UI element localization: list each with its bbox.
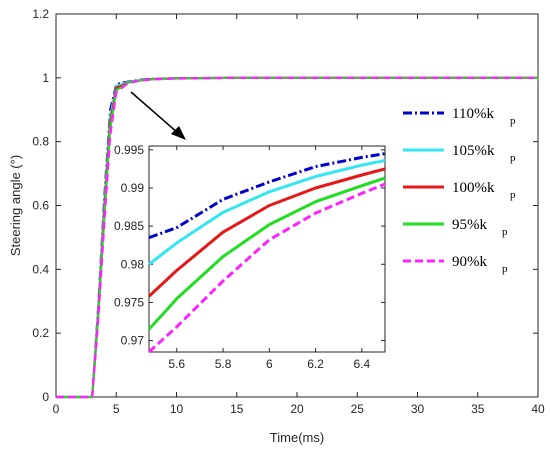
legend-label-100-k: 100%k [452, 180, 495, 196]
inset-series-line-110-k [148, 152, 386, 240]
x-tick-label: 40 [531, 402, 545, 416]
zoom-arrow-head [171, 126, 186, 140]
y-tick-label: 0.2 [32, 326, 49, 340]
legend-label-90-k: 90%k [452, 254, 487, 270]
inset-x-tick-label: 5.8 [215, 357, 232, 371]
inset-x-tick-label: 6.4 [354, 357, 371, 371]
legend-label-110-k: 110%k [452, 106, 494, 122]
legend-subscript-95-k: p [502, 226, 508, 238]
y-tick-label: 0.8 [32, 135, 49, 149]
inset-y-tick-label: 0.985 [114, 219, 144, 233]
x-tick-label: 5 [113, 402, 120, 416]
legend-subscript-110-k: p [510, 115, 516, 127]
inset-series-line-90-k [147, 182, 386, 354]
legend-subscript-105-k: p [510, 152, 516, 164]
x-tick-label: 10 [170, 402, 184, 416]
y-tick-label: 1.2 [32, 7, 49, 21]
legend-subscript-90-k: p [502, 263, 508, 275]
legend: 110%k p 105%k p 100%k p 95%k p 90%k p [403, 106, 516, 275]
inset-x-tick-label: 6.2 [307, 357, 324, 371]
inset-y-tick-label: 0.995 [114, 143, 144, 157]
inset-x-tick-label: 5.6 [168, 357, 185, 371]
inset-y-tick-label: 0.99 [121, 181, 145, 195]
inset-y-tick-label: 0.98 [121, 257, 145, 271]
y-tick-label: 1 [42, 71, 49, 85]
inset-series-line-95-k [147, 176, 386, 331]
legend-subscript-100-k: p [510, 189, 516, 201]
x-tick-label: 30 [411, 402, 425, 416]
x-tick-label: 35 [471, 402, 485, 416]
x-tick-label: 0 [53, 402, 60, 416]
inset-y-tick-label: 0.97 [121, 334, 145, 348]
y-tick-label: 0 [42, 390, 49, 404]
y-tick-label: 0.4 [32, 262, 49, 276]
x-axis-label: Time(ms) [270, 430, 324, 445]
x-tick-label: 15 [230, 402, 244, 416]
inset-series-line-105-k [148, 159, 386, 266]
series-line-90-k [56, 76, 538, 399]
legend-label-95-k: 95%k [452, 217, 487, 233]
x-tick-label: 20 [290, 402, 304, 416]
y-axis-label: Steering angle (°) [8, 155, 23, 256]
inset-series-line-100-k [147, 167, 386, 298]
inset-x-tick-label: 6 [266, 357, 273, 371]
inset-plot: 5.6 5.8 6 6.2 6.4 0.97 0.975 0.98 0.985 0.99 0.995 [114, 143, 386, 371]
y-tick-label: 0.6 [32, 199, 49, 213]
x-tick-label: 25 [351, 402, 365, 416]
legend-label-105-k: 105%k [452, 143, 495, 159]
zoom-arrow-line [130, 91, 179, 134]
inset-y-tick-label: 0.975 [114, 295, 144, 309]
